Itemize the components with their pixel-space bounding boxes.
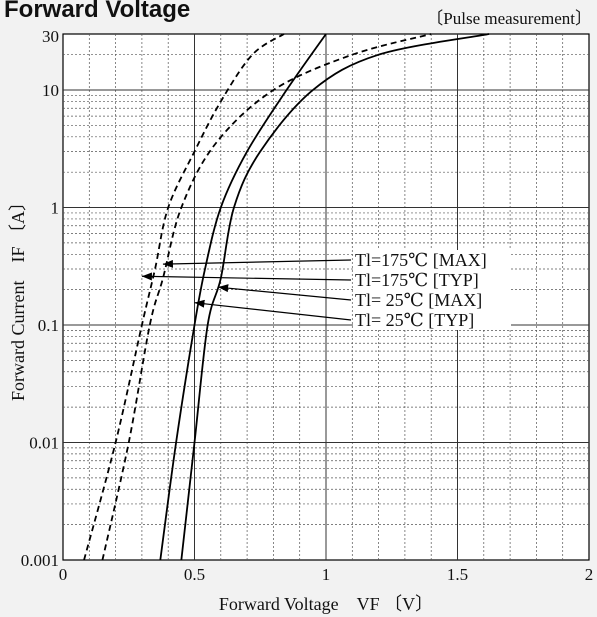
annotation-bg [353,310,511,330]
annotation-label: Tl= 25℃ [TYP] [355,310,474,330]
y-tick-label: 0.001 [21,551,59,570]
annotation-label: Tl=175℃ [TYP] [355,270,479,290]
chart-title: Forward Voltage [4,0,190,23]
series-line [101,33,432,561]
grid [63,34,589,560]
tick-layer: 0 0.5 1 1.5 2 0.001 0.01 0.1 1 10 30 [21,27,594,584]
annotation-arrow [218,284,352,301]
y-tick-label: 10 [42,81,59,100]
annotation-arrow [194,299,352,321]
y-axis-title: Forward Current IF 〔A〕 [8,193,28,401]
x-axis-title: Forward Voltage VF 〔V〕 [219,594,433,614]
series-line [83,33,285,561]
series-line [180,33,490,561]
series-layer [83,33,490,561]
annotation-arrow [162,259,352,268]
chart-subtitle: 〔Pulse measurement〕 [426,9,592,28]
x-tick-label: 0.5 [184,565,205,584]
x-tick-label: 2 [585,565,594,584]
x-tick-label: 1 [322,565,331,584]
x-tick-label: 0 [59,565,68,584]
x-tick-label: 1.5 [447,565,468,584]
annotation-layer: Tl=175℃ [MAX]Tl=175℃ [TYP]Tl= 25℃ [MAX]T… [141,250,511,330]
annotation-label: Tl=175℃ [MAX] [355,250,487,270]
y-tick-label: 1 [51,199,60,218]
y-tick-label: 0.1 [38,316,59,335]
annotation-arrow [141,272,352,281]
annotation-bg [353,290,511,310]
y-tick-label: 30 [42,27,59,46]
annotation-label: Tl= 25℃ [MAX] [355,290,482,310]
annotation-bg [353,250,511,270]
y-tick-label: 0.01 [29,434,59,453]
annotation-bg [353,270,511,290]
series-line [159,33,327,561]
